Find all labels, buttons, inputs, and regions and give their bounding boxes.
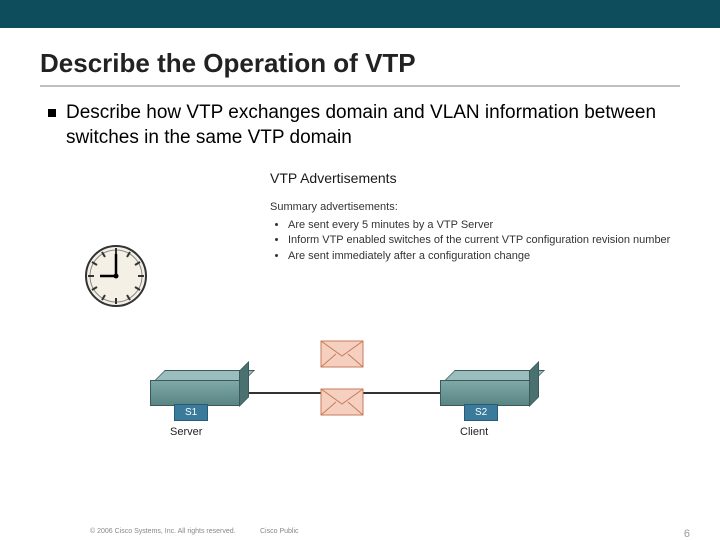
diagram-heading: VTP Advertisements	[270, 170, 397, 186]
summary-item: Inform VTP enabled switches of the curre…	[288, 233, 670, 248]
switch-s1: S1 Server	[150, 370, 240, 406]
summary-item: Are sent every 5 minutes by a VTP Server	[288, 218, 670, 233]
summary-block: Summary advertisements: Are sent every 5…	[270, 200, 670, 264]
footer-page-number: 6	[684, 528, 690, 540]
summary-heading: Summary advertisements:	[270, 200, 670, 215]
summary-item: Are sent immediately after a configurati…	[288, 249, 670, 264]
summary-list: Are sent every 5 minutes by a VTP Server…	[288, 218, 670, 264]
top-color-bar	[0, 0, 720, 28]
switch-s1-label: S1	[174, 404, 208, 421]
bullet-text: Describe how VTP exchanges domain and VL…	[66, 101, 680, 150]
diagram: VTP Advertisements Summary advertisement…	[40, 170, 680, 470]
bullet-item: Describe how VTP exchanges domain and VL…	[48, 101, 680, 150]
slide-content: Describe the Operation of VTP Describe h…	[0, 28, 720, 470]
switch-s2-label: S2	[464, 404, 498, 421]
envelope-icon	[320, 340, 364, 368]
envelope-icon	[320, 388, 364, 416]
bullet-marker-icon	[48, 109, 56, 117]
clock-icon	[80, 240, 152, 312]
switch-s2-role: Client	[460, 426, 488, 438]
slide-title: Describe the Operation of VTP	[40, 48, 680, 87]
switch-s2: S2 Client	[440, 370, 530, 406]
footer-copyright: © 2006 Cisco Systems, Inc. All rights re…	[90, 528, 236, 535]
footer-classification: Cisco Public	[260, 528, 299, 535]
switch-s1-role: Server	[170, 426, 202, 438]
